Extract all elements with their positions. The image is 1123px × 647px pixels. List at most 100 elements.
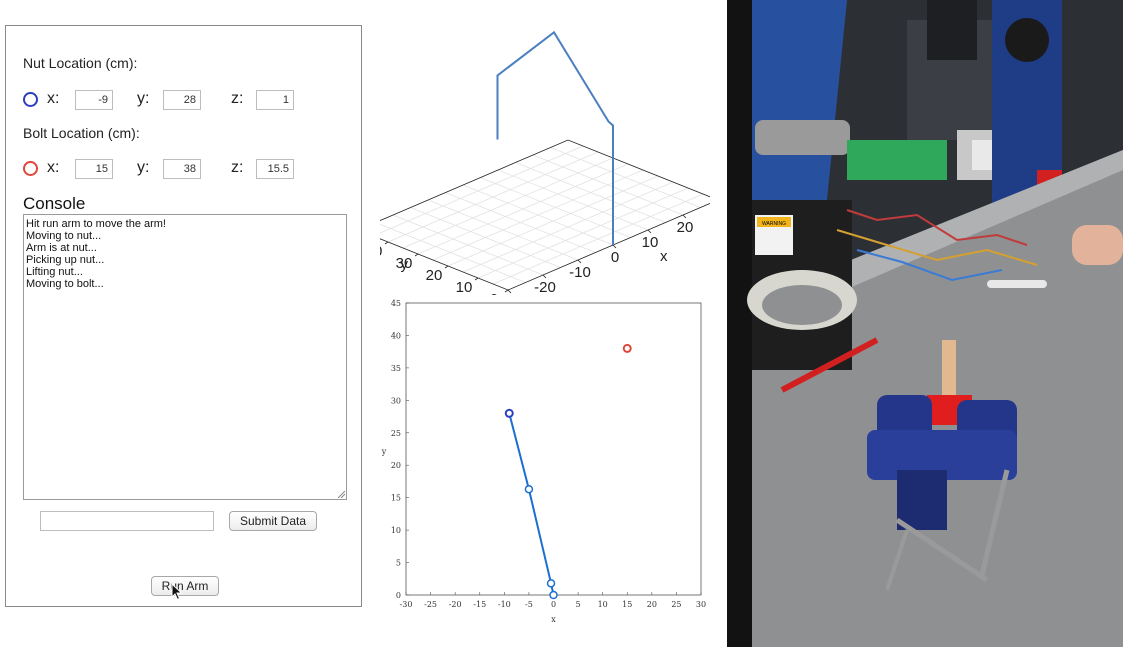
- grid-line: [492, 193, 704, 285]
- nut-point: [504, 408, 514, 418]
- nut-y-label: y:: [137, 90, 150, 107]
- nut-coord-row: x: y: z:: [23, 90, 353, 112]
- x-tick-label: -10: [498, 600, 511, 609]
- arm-3d-line: [496, 30, 614, 245]
- bolt-marker-icon: [23, 161, 38, 176]
- nut-y-input[interactable]: [163, 90, 201, 110]
- x-tick-label: 20: [647, 600, 657, 609]
- x-tick-label: 20: [677, 219, 694, 236]
- arm-3d-plot: -30-20-100102030x01020304050y10203040z: [380, 30, 710, 295]
- x-tick: [612, 244, 617, 249]
- y-tick: [444, 265, 449, 269]
- y-tick-label: 10: [391, 526, 401, 535]
- y-tick: [414, 253, 419, 257]
- x-tick: [542, 274, 547, 279]
- x-tick-label: 10: [642, 234, 659, 251]
- nut-x-input[interactable]: [75, 90, 113, 110]
- grid-line: [380, 145, 584, 234]
- nut-z-label: z:: [231, 90, 244, 107]
- bolt-x-input[interactable]: [75, 159, 113, 179]
- y-axis-label: y: [401, 256, 409, 273]
- y-tick: [504, 289, 509, 293]
- x-tick-label: 30: [696, 600, 706, 609]
- y-tick-label: 20: [391, 461, 401, 470]
- x-tick-label: -25: [424, 600, 437, 609]
- grid-line: [387, 151, 599, 243]
- y-axis-label: y: [381, 447, 387, 456]
- nut-x-label: x:: [47, 90, 60, 107]
- x-tick-label: 0: [551, 600, 556, 609]
- plot-frame: [405, 302, 702, 596]
- x-tick: [577, 259, 582, 264]
- workbench-illustration: WARNING: [727, 0, 1123, 647]
- x-tick-label: -30: [400, 600, 413, 609]
- nut-z-input[interactable]: [256, 90, 294, 110]
- submit-data-button[interactable]: Submit Data: [229, 511, 317, 531]
- bolt-location-label: Bolt Location (cm):: [23, 125, 140, 141]
- x-axis-label: x: [551, 615, 556, 624]
- grid-line: [567, 139, 710, 198]
- bolt-z-input[interactable]: [256, 159, 294, 179]
- y-tick-label: 45: [391, 299, 401, 308]
- bolt-point: [622, 343, 632, 353]
- x-tick-label: 25: [671, 600, 681, 609]
- control-panel: Nut Location (cm): x: y: z: Bolt Locatio…: [5, 25, 362, 607]
- resize-grip-icon[interactable]: [337, 490, 345, 498]
- x-tick-label: 10: [598, 600, 608, 609]
- x-tick-label: 15: [622, 600, 632, 609]
- bolt-y-input[interactable]: [163, 159, 201, 179]
- y-tick-label: 25: [391, 429, 401, 438]
- y-tick-label: 40: [380, 243, 382, 260]
- x-tick: [647, 229, 652, 234]
- bolt-x-label: x:: [47, 159, 60, 176]
- bolt-y-label: y:: [137, 159, 150, 176]
- y-tick-label: 30: [396, 255, 413, 272]
- y-tick-label: 15: [391, 494, 401, 503]
- y-tick-label: 35: [391, 364, 401, 373]
- grid-line: [380, 139, 569, 222]
- y-tick-label: 10: [456, 279, 473, 295]
- x-tick-label: 0: [611, 249, 619, 266]
- nut-marker-icon: [23, 92, 38, 107]
- x-tick-label: -20: [449, 600, 462, 609]
- x-tick-label: -5: [525, 600, 533, 609]
- y-tick: [384, 241, 389, 245]
- x-tick: [507, 289, 512, 294]
- console-log: Hit run arm to move the arm! Moving to n…: [26, 218, 166, 290]
- x-tick-label: -30: [499, 294, 521, 295]
- y-tick-label: 30: [391, 396, 401, 405]
- y-tick-label: 5: [396, 559, 401, 568]
- grid-line: [432, 169, 644, 261]
- submit-data-input[interactable]: [40, 511, 214, 531]
- warning-label: WARNING: [762, 221, 786, 227]
- run-arm-button[interactable]: Run Arm: [151, 576, 219, 596]
- grid-line: [402, 157, 614, 249]
- y-tick-label: 40: [391, 331, 401, 340]
- x-tick: [682, 214, 687, 219]
- grid-line: [447, 175, 659, 267]
- arm-joint-point: [549, 590, 558, 600]
- arm-2d-plot: -30 -25 -20 -15 -10 -5 0 5 10 15 20 25 30 0 5 10 15 20 25 3…: [381, 299, 706, 624]
- y-tick-label: 0: [396, 591, 401, 600]
- y-tick-label: 0: [490, 291, 498, 295]
- console-title: Console: [23, 194, 86, 213]
- x-tick-label: -20: [534, 279, 556, 295]
- x-axis-label: x: [660, 248, 668, 265]
- x-tick-label: 5: [576, 600, 581, 609]
- arm-2d-line: [508, 413, 555, 596]
- arm-joint-point: [546, 579, 556, 588]
- y-tick-label: 20: [426, 267, 443, 284]
- console-textarea[interactable]: Hit run arm to move the arm! Moving to n…: [23, 214, 347, 500]
- nut-location-label: Nut Location (cm):: [23, 55, 138, 71]
- grid-line: [380, 223, 526, 283]
- arm-joint-point: [524, 484, 534, 494]
- camera-photo: WARNING: [727, 0, 1123, 647]
- grid-line: [417, 163, 629, 255]
- x-tick-label: -15: [473, 600, 486, 609]
- grid-line: [462, 181, 674, 273]
- mouse-cursor-icon: [171, 583, 183, 601]
- bolt-coord-row: x: y: z:: [23, 159, 353, 181]
- y-tick: [474, 277, 479, 281]
- bolt-z-label: z:: [231, 159, 244, 176]
- grid-line: [477, 187, 689, 279]
